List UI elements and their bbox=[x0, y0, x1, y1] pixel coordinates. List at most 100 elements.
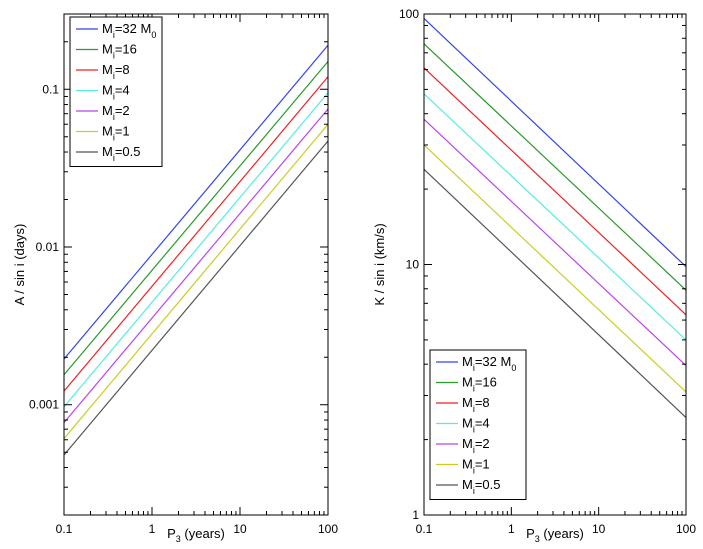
legend-item: Mi=1 bbox=[76, 124, 130, 143]
x-tick-label: 1 bbox=[149, 522, 156, 536]
legend-item: Mi=2 bbox=[436, 436, 490, 455]
legend-box bbox=[429, 349, 527, 500]
legend-item: Mi=32 M0 bbox=[76, 21, 156, 40]
series-line-1 bbox=[63, 123, 329, 439]
x-axis-label-rest: (years) bbox=[181, 526, 225, 541]
series-line-0_5 bbox=[63, 140, 329, 456]
legend-label-rest: =16 bbox=[475, 375, 497, 390]
legend-label-sub: i bbox=[473, 404, 475, 414]
y-ticks bbox=[424, 24, 686, 516]
legend-item: Mi=16 bbox=[436, 375, 497, 394]
legend-label: Mi=0.5 bbox=[462, 477, 501, 496]
legend-label-sub: i bbox=[473, 445, 475, 455]
legend-label-rest: =0.5 bbox=[475, 477, 501, 492]
series-line-16 bbox=[423, 43, 687, 291]
legend-label: Mi=4 bbox=[462, 416, 490, 435]
series-line-4 bbox=[423, 93, 687, 341]
legend-label: Mi=4 bbox=[102, 83, 130, 102]
legend-label-main: M bbox=[102, 21, 113, 36]
series-line-32 bbox=[63, 44, 329, 360]
x-ticks bbox=[423, 14, 683, 515]
legend-item: Mi=4 bbox=[436, 416, 490, 435]
legend-item: Mi=8 bbox=[436, 395, 490, 414]
legend-label-main: M bbox=[462, 416, 473, 431]
legend-label: Mi=0.5 bbox=[102, 144, 141, 163]
x-tick-label: 10 bbox=[592, 522, 606, 536]
series-line-8 bbox=[63, 76, 329, 392]
legend-label-rest: =16 bbox=[115, 42, 137, 57]
legend-label-sub: i bbox=[113, 153, 115, 163]
x-tick-label: 100 bbox=[318, 522, 338, 536]
legend-box bbox=[69, 16, 163, 167]
legend-label-main: M bbox=[462, 477, 473, 492]
legend-label: Mi=16 bbox=[462, 375, 497, 394]
legend-item: Mi=16 bbox=[76, 42, 137, 61]
y-ticks bbox=[64, 13, 328, 516]
legend-label-rest: =1 bbox=[115, 124, 130, 139]
x-ticks bbox=[63, 14, 325, 515]
legend-label-rest: =2 bbox=[115, 103, 130, 118]
legend-label-sub: i bbox=[473, 466, 475, 476]
legend-label: Mi=8 bbox=[462, 395, 490, 414]
y-tick-label: 0.001 bbox=[29, 398, 59, 412]
x-axis-label-rest: (years) bbox=[540, 526, 584, 541]
legend-label: Mi=2 bbox=[102, 103, 130, 122]
legend-label-rest: =32 M bbox=[475, 354, 512, 369]
legend-label-sub: i bbox=[113, 112, 115, 122]
legend-label-sub: i bbox=[113, 92, 115, 102]
legend-label-main: M bbox=[102, 103, 113, 118]
legend-label: Mi=32 M0 bbox=[462, 354, 516, 373]
y-tick-label: 100 bbox=[399, 7, 419, 21]
series-line-2 bbox=[63, 108, 329, 424]
legend-label-sub: i bbox=[113, 71, 115, 81]
legend-label-sub: i bbox=[113, 51, 115, 61]
y-axis-label: K / sin i (km/s) bbox=[372, 223, 387, 305]
legend-label-main: M bbox=[462, 436, 473, 451]
x-tick-label: 0.1 bbox=[416, 522, 433, 536]
legend-label: Mi=1 bbox=[102, 124, 130, 143]
legend-label-rest: =4 bbox=[475, 416, 490, 431]
legend-item: Mi=2 bbox=[76, 103, 130, 122]
legend-label-sub: i bbox=[473, 384, 475, 394]
legend-label: Mi=32 M0 bbox=[102, 21, 156, 40]
x-axis-label: P3 (years) bbox=[167, 526, 225, 544]
legend-label-main: M bbox=[462, 354, 473, 369]
legend-label-sub: i bbox=[473, 425, 475, 435]
y-tick-label: 1 bbox=[412, 508, 419, 522]
legend-label-rest: =0.5 bbox=[115, 144, 141, 159]
legend-item: Mi=8 bbox=[76, 62, 130, 81]
series-line-8 bbox=[423, 67, 687, 316]
legend-label-main: M bbox=[102, 124, 113, 139]
legend-label: Mi=2 bbox=[462, 436, 490, 455]
legend-label-sub: i bbox=[473, 363, 475, 373]
y-tick-label: 0.01 bbox=[36, 240, 60, 254]
legend-label-main: M bbox=[462, 457, 473, 472]
legend-label-main: M bbox=[102, 83, 113, 98]
legend-label-rest: =8 bbox=[115, 62, 130, 77]
plot-frame bbox=[63, 13, 329, 516]
series-line-2 bbox=[423, 118, 687, 366]
y-tick-label: 10 bbox=[406, 258, 420, 272]
legend-label-rest: =32 M bbox=[115, 21, 152, 36]
legend-label: Mi=8 bbox=[102, 62, 130, 81]
x-tick-label: 0.1 bbox=[56, 522, 73, 536]
legend-label-main: M bbox=[102, 62, 113, 77]
legend-label: Mi=1 bbox=[462, 457, 490, 476]
y-axis-label: A / sin i (days) bbox=[12, 224, 27, 306]
legend-item: Mi=0.5 bbox=[436, 477, 501, 496]
legend-label-main: M bbox=[102, 42, 113, 57]
x-tick-label: 1 bbox=[508, 522, 515, 536]
legend-label-main: M bbox=[462, 375, 473, 390]
legend-item: Mi=1 bbox=[436, 457, 490, 476]
legend-label-rest: =2 bbox=[475, 436, 490, 451]
legend-label-sub: i bbox=[113, 30, 115, 40]
legend-label-main: M bbox=[102, 144, 113, 159]
y-tick-label: 0.1 bbox=[42, 82, 59, 96]
x-tick-label: 100 bbox=[676, 522, 696, 536]
x-axis-label-main: P bbox=[167, 526, 176, 541]
legend-label-sub2: 0 bbox=[511, 363, 516, 373]
legend-label-rest: =4 bbox=[115, 83, 130, 98]
